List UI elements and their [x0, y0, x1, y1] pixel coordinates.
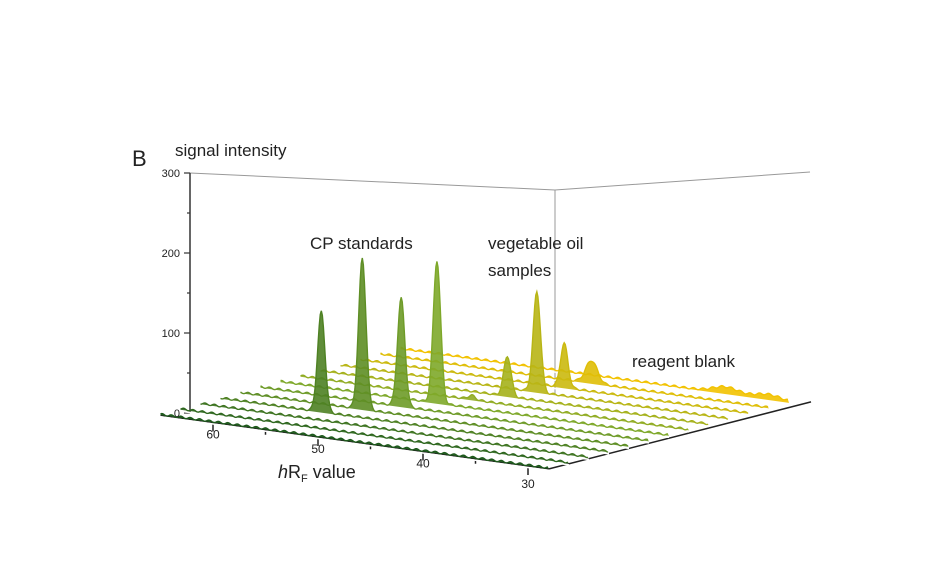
track-fill [340, 291, 729, 420]
back-wall-top-edge [189, 171, 811, 191]
x-axis-title-rest: value [308, 462, 356, 482]
depth-axis-line [548, 401, 812, 470]
track-line [320, 355, 709, 426]
track-separator [380, 355, 770, 411]
x-tick-label: 30 [521, 477, 535, 491]
y-tick-label: 100 [162, 328, 180, 340]
annotation-reagent-blank: reagent blank [632, 352, 736, 371]
x-axis-title: hRF value [278, 462, 356, 485]
chromatogram-tracks [160, 257, 790, 472]
track-line [380, 352, 769, 409]
x-tick-label: 40 [416, 457, 430, 471]
track-line [200, 402, 589, 459]
y-axis-title: signal intensity [175, 141, 287, 160]
x-axis-title-italic: h [278, 462, 288, 482]
track-separator [200, 405, 590, 461]
panel-label: B [132, 146, 147, 171]
x-tick-label: 60 [206, 428, 220, 442]
y-tick-label: 300 [162, 168, 180, 180]
track-separator [180, 410, 570, 466]
track-fill [400, 347, 789, 403]
track-line [360, 341, 749, 414]
track-line [240, 257, 629, 447]
track-separator [320, 372, 710, 428]
x-axis-title-sub: F [301, 473, 308, 485]
track-separator [360, 361, 750, 417]
annotation-cp-standards: CP standards [310, 234, 413, 253]
annotation-vegetable-oil: vegetable oil [488, 234, 583, 253]
track-separator [160, 416, 550, 472]
y-tick-label: 0 [174, 408, 180, 420]
track-separator [280, 383, 670, 439]
y-tick-label: 200 [162, 248, 180, 260]
track-line [180, 407, 569, 464]
x-axis-title-main: R [288, 462, 301, 482]
annotation-samples: samples [488, 261, 551, 280]
labels: B signal intensity hRF value CP standard… [132, 141, 736, 491]
track-line [220, 310, 609, 453]
track-separator [240, 394, 630, 450]
track-line [280, 261, 669, 436]
track-line [160, 412, 549, 469]
x-tick-label: 50 [311, 442, 325, 456]
track-separator [220, 399, 610, 455]
